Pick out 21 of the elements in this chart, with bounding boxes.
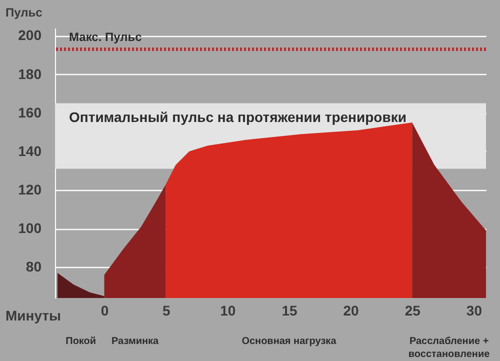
text: Расслабление + восстановление — [408, 336, 490, 360]
y-tick-label: 180 — [18, 66, 42, 82]
y-tick-label: 120 — [18, 182, 42, 198]
x-tick-label: 0 — [100, 302, 109, 318]
x-tick-label: 10 — [220, 302, 236, 318]
band-label: Оптимальный пульс на протяжении тренировки — [69, 109, 406, 126]
text: Основная нагрузка — [242, 336, 337, 347]
x-tick-label: 25 — [404, 302, 421, 318]
text: Покой — [66, 336, 96, 347]
y-tick-label: 80 — [26, 258, 42, 275]
y-tick-label: 160 — [18, 104, 42, 120]
x-tick-label: 15 — [282, 302, 298, 318]
y-tick-label: 140 — [18, 142, 42, 159]
text: Разминка — [111, 336, 160, 347]
y-tick-label: 200 — [18, 27, 42, 44]
y-tick-label: 100 — [18, 220, 42, 236]
x-tick-label: 30 — [466, 302, 482, 318]
y-axis-title: Пульс — [6, 6, 43, 20]
x-tick-label: 5 — [162, 302, 170, 318]
x-tick-label: 20 — [343, 302, 360, 318]
x-axis-title: Минуты — [6, 308, 61, 324]
